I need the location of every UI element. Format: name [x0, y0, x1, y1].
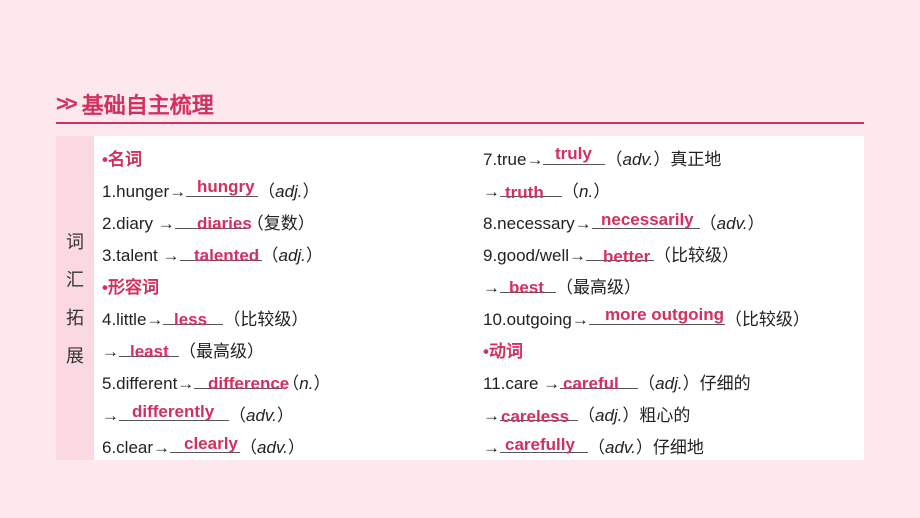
item-6: 6.clear→（adv.） clearly [102, 432, 475, 464]
blank [186, 177, 258, 197]
item-11b: →（adj.）粗心的 careless [483, 400, 856, 432]
category-verb: •动词 [483, 336, 856, 368]
category-noun: •名词 [102, 144, 475, 176]
blank [586, 241, 654, 261]
chevron-icon: >> [56, 91, 74, 117]
header-underline [56, 122, 864, 124]
left-column: •名词 1.hunger→（adj.） hungry 2.diary →（复数）… [98, 144, 479, 452]
blank [543, 145, 605, 165]
right-column: 7.true→（adv.）真正地 truly →（n.） truth 8.nec… [479, 144, 860, 452]
item-9b: →（最高级） best [483, 272, 856, 304]
item-8: 8.necessary→（adv.） necessarily [483, 208, 856, 240]
side-char: 词 [66, 228, 84, 254]
blank [500, 273, 556, 293]
item-5: 5.different→（n.） difference [102, 368, 475, 400]
blank [500, 401, 578, 421]
side-char: 展 [66, 342, 84, 368]
blank [500, 433, 588, 453]
blank [119, 401, 229, 421]
side-char: 汇 [66, 266, 84, 292]
blank [194, 369, 282, 389]
header-title: 基础自主梳理 [82, 88, 214, 120]
item-9: 9.good/well→（比较级） better [483, 240, 856, 272]
item-10: 10.outgoing→（比较级） more outgoing [483, 304, 856, 336]
item-5b: →（adv.） differently [102, 400, 475, 432]
item-3: 3.talent →（adj.） talented [102, 240, 475, 272]
side-char: 拓 [66, 304, 84, 330]
item-1: 1.hunger→（adj.） hungry [102, 176, 475, 208]
item-4: 4.little→（比较级） less [102, 304, 475, 336]
blank [170, 433, 240, 453]
side-label: 词 汇 拓 展 [56, 136, 94, 460]
blank [560, 369, 638, 389]
category-adj: •形容词 [102, 272, 475, 304]
item-11c: →（adv.）仔细地 carefully [483, 432, 856, 464]
content-panel: 词 汇 拓 展 •名词 1.hunger→（adj.） hungry 2.dia… [56, 136, 864, 460]
item-2: 2.diary →（复数） diaries [102, 208, 475, 240]
blank [163, 305, 223, 325]
blank [119, 337, 179, 357]
blank [589, 305, 725, 325]
item-7: 7.true→（adv.）真正地 truly [483, 144, 856, 176]
blank [180, 241, 262, 261]
blank [500, 177, 562, 197]
item-7b: →（n.） truth [483, 176, 856, 208]
section-header: >> 基础自主梳理 [56, 88, 864, 120]
blank [592, 209, 700, 229]
item-4b: →（最高级） least [102, 336, 475, 368]
columns: •名词 1.hunger→（adj.） hungry 2.diary →（复数）… [94, 136, 864, 460]
item-11: 11.care →（adj.）仔细的 careful [483, 368, 856, 400]
blank [175, 209, 247, 229]
